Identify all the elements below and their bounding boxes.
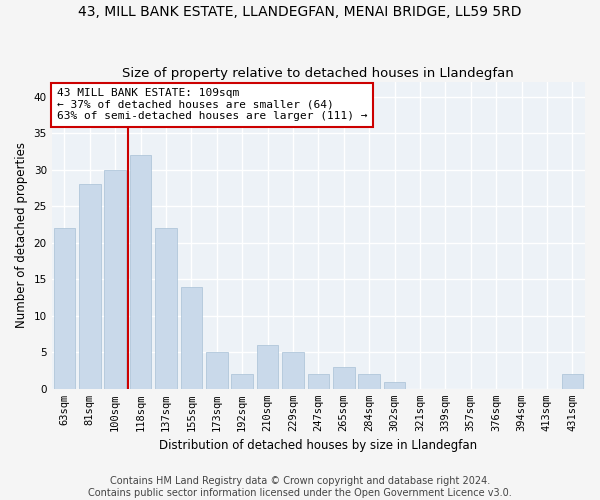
Bar xyxy=(282,352,304,389)
Bar xyxy=(206,352,227,389)
Bar xyxy=(104,170,126,389)
Bar xyxy=(232,374,253,389)
Text: 43, MILL BANK ESTATE, LLANDEGFAN, MENAI BRIDGE, LL59 5RD: 43, MILL BANK ESTATE, LLANDEGFAN, MENAI … xyxy=(78,5,522,19)
Bar xyxy=(181,286,202,389)
Bar xyxy=(308,374,329,389)
Text: Contains HM Land Registry data © Crown copyright and database right 2024.
Contai: Contains HM Land Registry data © Crown c… xyxy=(88,476,512,498)
Bar xyxy=(79,184,101,389)
Bar xyxy=(358,374,380,389)
X-axis label: Distribution of detached houses by size in Llandegfan: Distribution of detached houses by size … xyxy=(159,440,478,452)
Bar xyxy=(53,228,75,389)
Bar xyxy=(130,155,151,389)
Title: Size of property relative to detached houses in Llandegfan: Size of property relative to detached ho… xyxy=(122,66,514,80)
Bar xyxy=(257,345,278,389)
Bar xyxy=(155,228,177,389)
Bar xyxy=(333,367,355,389)
Bar xyxy=(562,374,583,389)
Bar xyxy=(384,382,406,389)
Y-axis label: Number of detached properties: Number of detached properties xyxy=(15,142,28,328)
Text: 43 MILL BANK ESTATE: 109sqm
← 37% of detached houses are smaller (64)
63% of sem: 43 MILL BANK ESTATE: 109sqm ← 37% of det… xyxy=(57,88,367,122)
